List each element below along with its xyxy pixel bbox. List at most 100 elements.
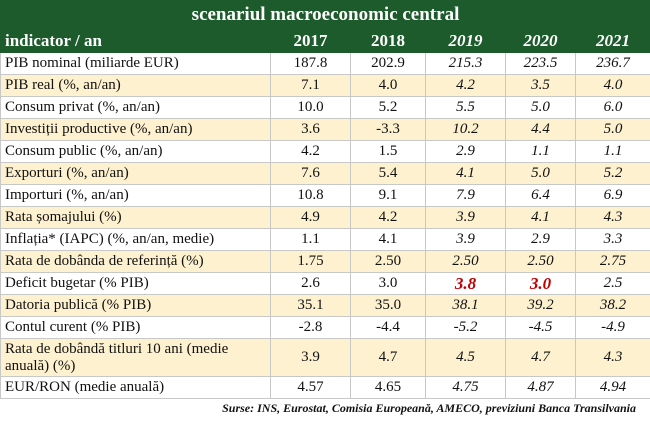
row-label: Investiții productive (%, an/an) — [0, 118, 271, 141]
value-cell: 4.75 — [425, 376, 506, 399]
value-cell: 6.4 — [505, 184, 576, 207]
value-cell: 4.9 — [270, 206, 351, 229]
table-row: Rata de dobânda de referință (%) 1.75 2.50… — [0, 250, 650, 273]
value-cell: 5.2 — [350, 96, 426, 119]
value-cell: 3.0 — [350, 272, 426, 295]
value-cell: 5.4 — [350, 162, 426, 185]
value-cell: 4.0 — [574, 74, 650, 97]
value-cell: 2.9 — [505, 228, 576, 251]
value-cell: 7.9 — [425, 184, 506, 207]
value-cell: 5.0 — [505, 162, 576, 185]
value-cell: 3.0 — [505, 272, 576, 295]
row-label: EUR/RON (medie anuală) — [0, 376, 271, 399]
value-cell: 1.1 — [505, 140, 576, 163]
value-cell: 39.2 — [505, 294, 576, 317]
table-row: Investiții productive (%, an/an) 3.6 -3.3 1… — [0, 118, 650, 141]
value-cell: 4.2 — [270, 140, 351, 163]
table-head: scenariul macroeconomic central indicato… — [0, 0, 650, 53]
value-cell: 4.7 — [350, 338, 426, 377]
row-label: Rata de dobândă titluri 10 ani (medie an… — [0, 338, 271, 377]
value-cell: 3.8 — [425, 272, 506, 295]
row-label: Exporturi (%, an/an) — [0, 162, 271, 185]
value-cell: 4.3 — [574, 206, 650, 229]
value-cell: 4.4 — [505, 118, 576, 141]
table-row: Consum public (%, an/an) 4.2 1.5 2.9 1.1 1.1 — [0, 140, 650, 163]
column-header: 2019 — [425, 28, 506, 53]
row-label: Rata șomajului (%) — [0, 206, 271, 229]
column-header: 2017 — [270, 28, 351, 53]
column-header: 2020 — [505, 28, 576, 53]
table-row: Consum privat (%, an/an) 10.0 5.2 5.5 5.0 6.0 — [0, 96, 650, 119]
table-row: Rata șomajului (%) 4.9 4.2 3.9 4.1 4.3 — [0, 206, 650, 229]
value-cell: 4.5 — [425, 338, 506, 377]
value-cell: 2.50 — [425, 250, 506, 273]
header-row: indicator / an 2017 2018 2019 2020 2021 — [0, 28, 650, 53]
value-cell: 4.87 — [505, 376, 576, 399]
value-cell: 3.5 — [505, 74, 576, 97]
macro-table: scenariul macroeconomic central indicato… — [0, 0, 650, 399]
value-cell: 1.1 — [270, 228, 351, 251]
value-cell: 4.1 — [505, 206, 576, 229]
row-label: Consum privat (%, an/an) — [0, 96, 271, 119]
row-label: Importuri (%, an/an) — [0, 184, 271, 207]
value-cell: 4.94 — [574, 376, 650, 399]
value-cell: 4.65 — [350, 376, 426, 399]
value-cell: 2.75 — [574, 250, 650, 273]
value-cell: 2.9 — [425, 140, 506, 163]
value-cell: 215.3 — [425, 52, 506, 75]
value-cell: 2.6 — [270, 272, 351, 295]
value-cell: 5.2 — [574, 162, 650, 185]
value-cell: 202.9 — [350, 52, 426, 75]
value-cell: 4.3 — [574, 338, 650, 377]
table-row: EUR/RON (medie anuală) 4.57 4.65 4.75 4.87 4.… — [0, 376, 650, 399]
value-cell: -3.3 — [350, 118, 426, 141]
value-cell: 1.5 — [350, 140, 426, 163]
title-row: scenariul macroeconomic central — [0, 0, 650, 29]
table-row: Importuri (%, an/an) 10.8 9.1 7.9 6.4 6.9 — [0, 184, 650, 207]
value-cell: 4.1 — [425, 162, 506, 185]
table-row: Deficit bugetar (% PIB) 2.6 3.0 3.8 3.0 2.5 — [0, 272, 650, 295]
source-note: Surse: INS, Eurostat, Comisia Europeană,… — [222, 401, 636, 415]
value-cell: 3.9 — [425, 228, 506, 251]
value-cell: 10.2 — [425, 118, 506, 141]
column-header: 2021 — [574, 28, 650, 53]
value-cell: 4.0 — [350, 74, 426, 97]
value-cell: 35.0 — [350, 294, 426, 317]
value-cell: 3.9 — [425, 206, 506, 229]
value-cell: 2.50 — [350, 250, 426, 273]
value-cell: 35.1 — [270, 294, 351, 317]
table-row: PIB real (%, an/an) 7.1 4.0 4.2 3.5 4.0 — [0, 74, 650, 97]
value-cell: 5.0 — [574, 118, 650, 141]
row-label: PIB nominal (miliarde EUR) — [0, 52, 271, 75]
value-cell: 4.2 — [425, 74, 506, 97]
column-header: indicator / an — [0, 28, 271, 53]
table-row: Contul curent (% PIB) -2.8 -4.4 -5.2 -4.5 -4.… — [0, 316, 650, 339]
value-cell: 3.3 — [574, 228, 650, 251]
value-cell: 3.9 — [270, 338, 351, 377]
value-cell: 4.7 — [505, 338, 576, 377]
value-cell: 38.2 — [574, 294, 650, 317]
table-row: PIB nominal (miliarde EUR) 187.8 202.9 215.… — [0, 52, 650, 75]
row-label: Datoria publică (% PIB) — [0, 294, 271, 317]
value-cell: 4.57 — [270, 376, 351, 399]
value-cell: 2.5 — [574, 272, 650, 295]
value-cell: 3.6 — [270, 118, 351, 141]
value-cell: 6.9 — [574, 184, 650, 207]
value-cell: 4.2 — [350, 206, 426, 229]
row-label: Contul curent (% PIB) — [0, 316, 271, 339]
table-row: Datoria publică (% PIB) 35.1 35.0 38.1 39.2 3… — [0, 294, 650, 317]
value-cell: 7.1 — [270, 74, 351, 97]
value-cell: -5.2 — [425, 316, 506, 339]
value-cell: 2.50 — [505, 250, 576, 273]
value-cell: -4.5 — [505, 316, 576, 339]
value-cell: 1.75 — [270, 250, 351, 273]
table-row: Exporturi (%, an/an) 7.6 5.4 4.1 5.0 5.2 — [0, 162, 650, 185]
value-cell: 10.0 — [270, 96, 351, 119]
value-cell: 4.1 — [350, 228, 426, 251]
value-cell: -2.8 — [270, 316, 351, 339]
table-row: Inflația* (IAPC) (%, an/an, medie) 1.1 4.1… — [0, 228, 650, 251]
row-label: Rata de dobânda de referință (%) — [0, 250, 271, 273]
table-title: scenariul macroeconomic central — [0, 0, 650, 29]
row-label: Inflația* (IAPC) (%, an/an, medie) — [0, 228, 271, 251]
